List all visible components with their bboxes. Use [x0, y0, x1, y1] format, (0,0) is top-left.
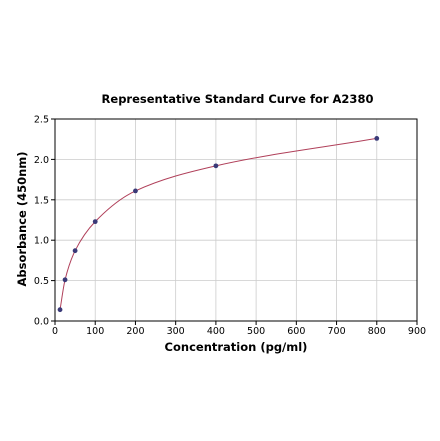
data-point [57, 307, 63, 313]
x-axis-ticks: 0 100 200 300 400 500 600 700 800 900 [52, 321, 426, 337]
data-point [72, 248, 78, 254]
axes-box [54, 118, 418, 322]
data-points [57, 135, 380, 313]
x-tick-label: 300 [167, 326, 185, 337]
y-axis-ticks: 0.0 0.5 1.0 1.5 2.0 2.5 [34, 115, 55, 328]
chart-title: Representative Standard Curve for A2380 [101, 92, 374, 106]
data-point [133, 188, 138, 194]
x-tick-label: 500 [247, 326, 265, 337]
x-tick-label: 400 [207, 326, 225, 337]
data-point [213, 163, 219, 169]
y-tick-label: 2.5 [34, 115, 49, 126]
x-axis-label: Concentration (pg/ml) [164, 340, 308, 354]
x-tick-label: 600 [287, 326, 305, 337]
data-point [374, 135, 380, 141]
x-tick-label: 100 [86, 326, 104, 337]
x-tick-label: 700 [327, 326, 345, 337]
x-tick-label: 800 [368, 326, 386, 337]
data-point [92, 219, 98, 225]
y-tick-label: 1.5 [34, 195, 49, 206]
y-tick-label: 1.0 [34, 236, 49, 247]
x-tick-label: 900 [408, 326, 426, 337]
gridlines [54, 118, 418, 322]
fit-curve [59, 137, 377, 310]
y-tick-label: 0.0 [34, 317, 49, 328]
y-tick-label: 0.5 [34, 276, 49, 287]
y-axis-label: Absorbance (450nm) [15, 151, 29, 287]
x-tick-label: 0 [52, 326, 58, 337]
data-point [62, 277, 68, 283]
x-tick-label: 200 [126, 326, 144, 337]
axes-frame [54, 118, 418, 322]
y-tick-label: 2.0 [34, 155, 49, 166]
